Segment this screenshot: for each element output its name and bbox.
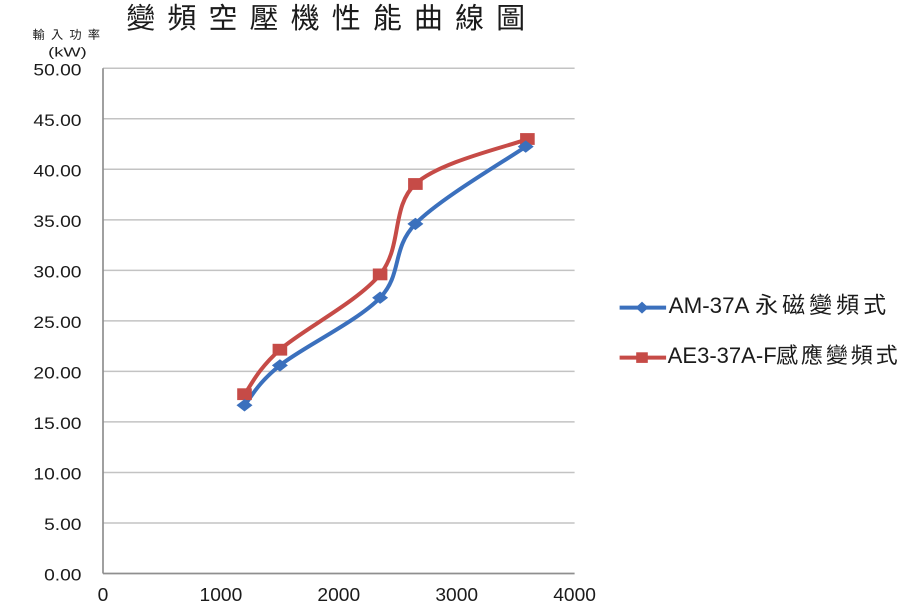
svg-text:0.00: 0.00 (44, 566, 81, 585)
svg-text:3000: 3000 (435, 585, 478, 605)
svg-text:45.00: 45.00 (33, 111, 81, 130)
svg-text:30.00: 30.00 (33, 262, 81, 281)
svg-text:AM-37A: AM-37A (669, 293, 750, 318)
svg-text:(kW): (kW) (48, 46, 87, 60)
svg-text:15.00: 15.00 (33, 414, 81, 433)
svg-text:40.00: 40.00 (33, 161, 81, 180)
svg-text:4000: 4000 (553, 585, 596, 605)
svg-text:0: 0 (98, 585, 109, 605)
svg-text:5.00: 5.00 (44, 515, 81, 534)
svg-text:25.00: 25.00 (33, 313, 81, 332)
svg-text:2000: 2000 (317, 585, 360, 605)
svg-text:20.00: 20.00 (33, 363, 81, 382)
svg-text:AE3-37A-F: AE3-37A-F (668, 343, 777, 368)
svg-text:50.00: 50.00 (33, 60, 81, 79)
svg-text:10.00: 10.00 (33, 465, 81, 484)
svg-text:35.00: 35.00 (33, 212, 81, 231)
svg-text:1000: 1000 (200, 585, 243, 605)
